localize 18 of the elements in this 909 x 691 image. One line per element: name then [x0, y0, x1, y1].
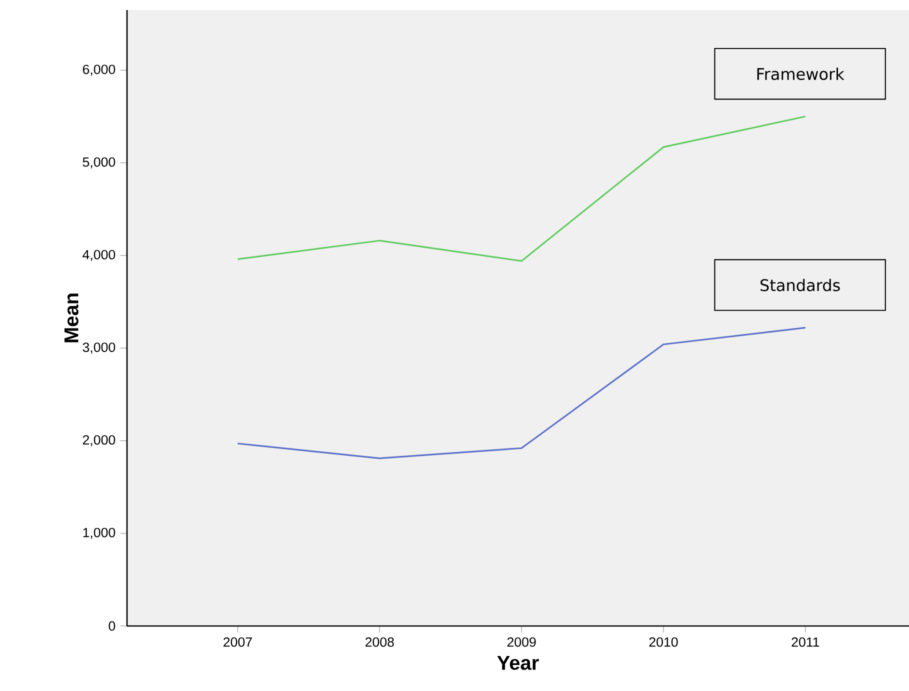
y-tick-label: 4,000: [82, 250, 116, 261]
text: Framework: [757, 68, 844, 80]
line-series: [236, 326, 806, 460]
y-tick-label: 2,000: [82, 435, 116, 446]
x-axis-title: Year: [497, 656, 539, 670]
y-tick-label: 1,000: [83, 528, 116, 539]
x-tick-label: 2011: [792, 637, 820, 647]
x-tick-label: 2008: [365, 637, 394, 647]
x-tick-label: 2009: [507, 637, 536, 647]
y-tick-label: 3,000: [82, 342, 116, 354]
line-series: [236, 116, 806, 262]
y-tick-label: 5,000: [82, 157, 116, 168]
y-tick-label: 6,000: [82, 64, 116, 76]
y-tick-label: 0: [108, 621, 116, 631]
y-axis-title: Mean: [64, 294, 78, 342]
text: Standards: [760, 278, 840, 292]
x-tick-label: 2007: [224, 637, 252, 647]
x-tick-label: 2010: [649, 637, 678, 647]
